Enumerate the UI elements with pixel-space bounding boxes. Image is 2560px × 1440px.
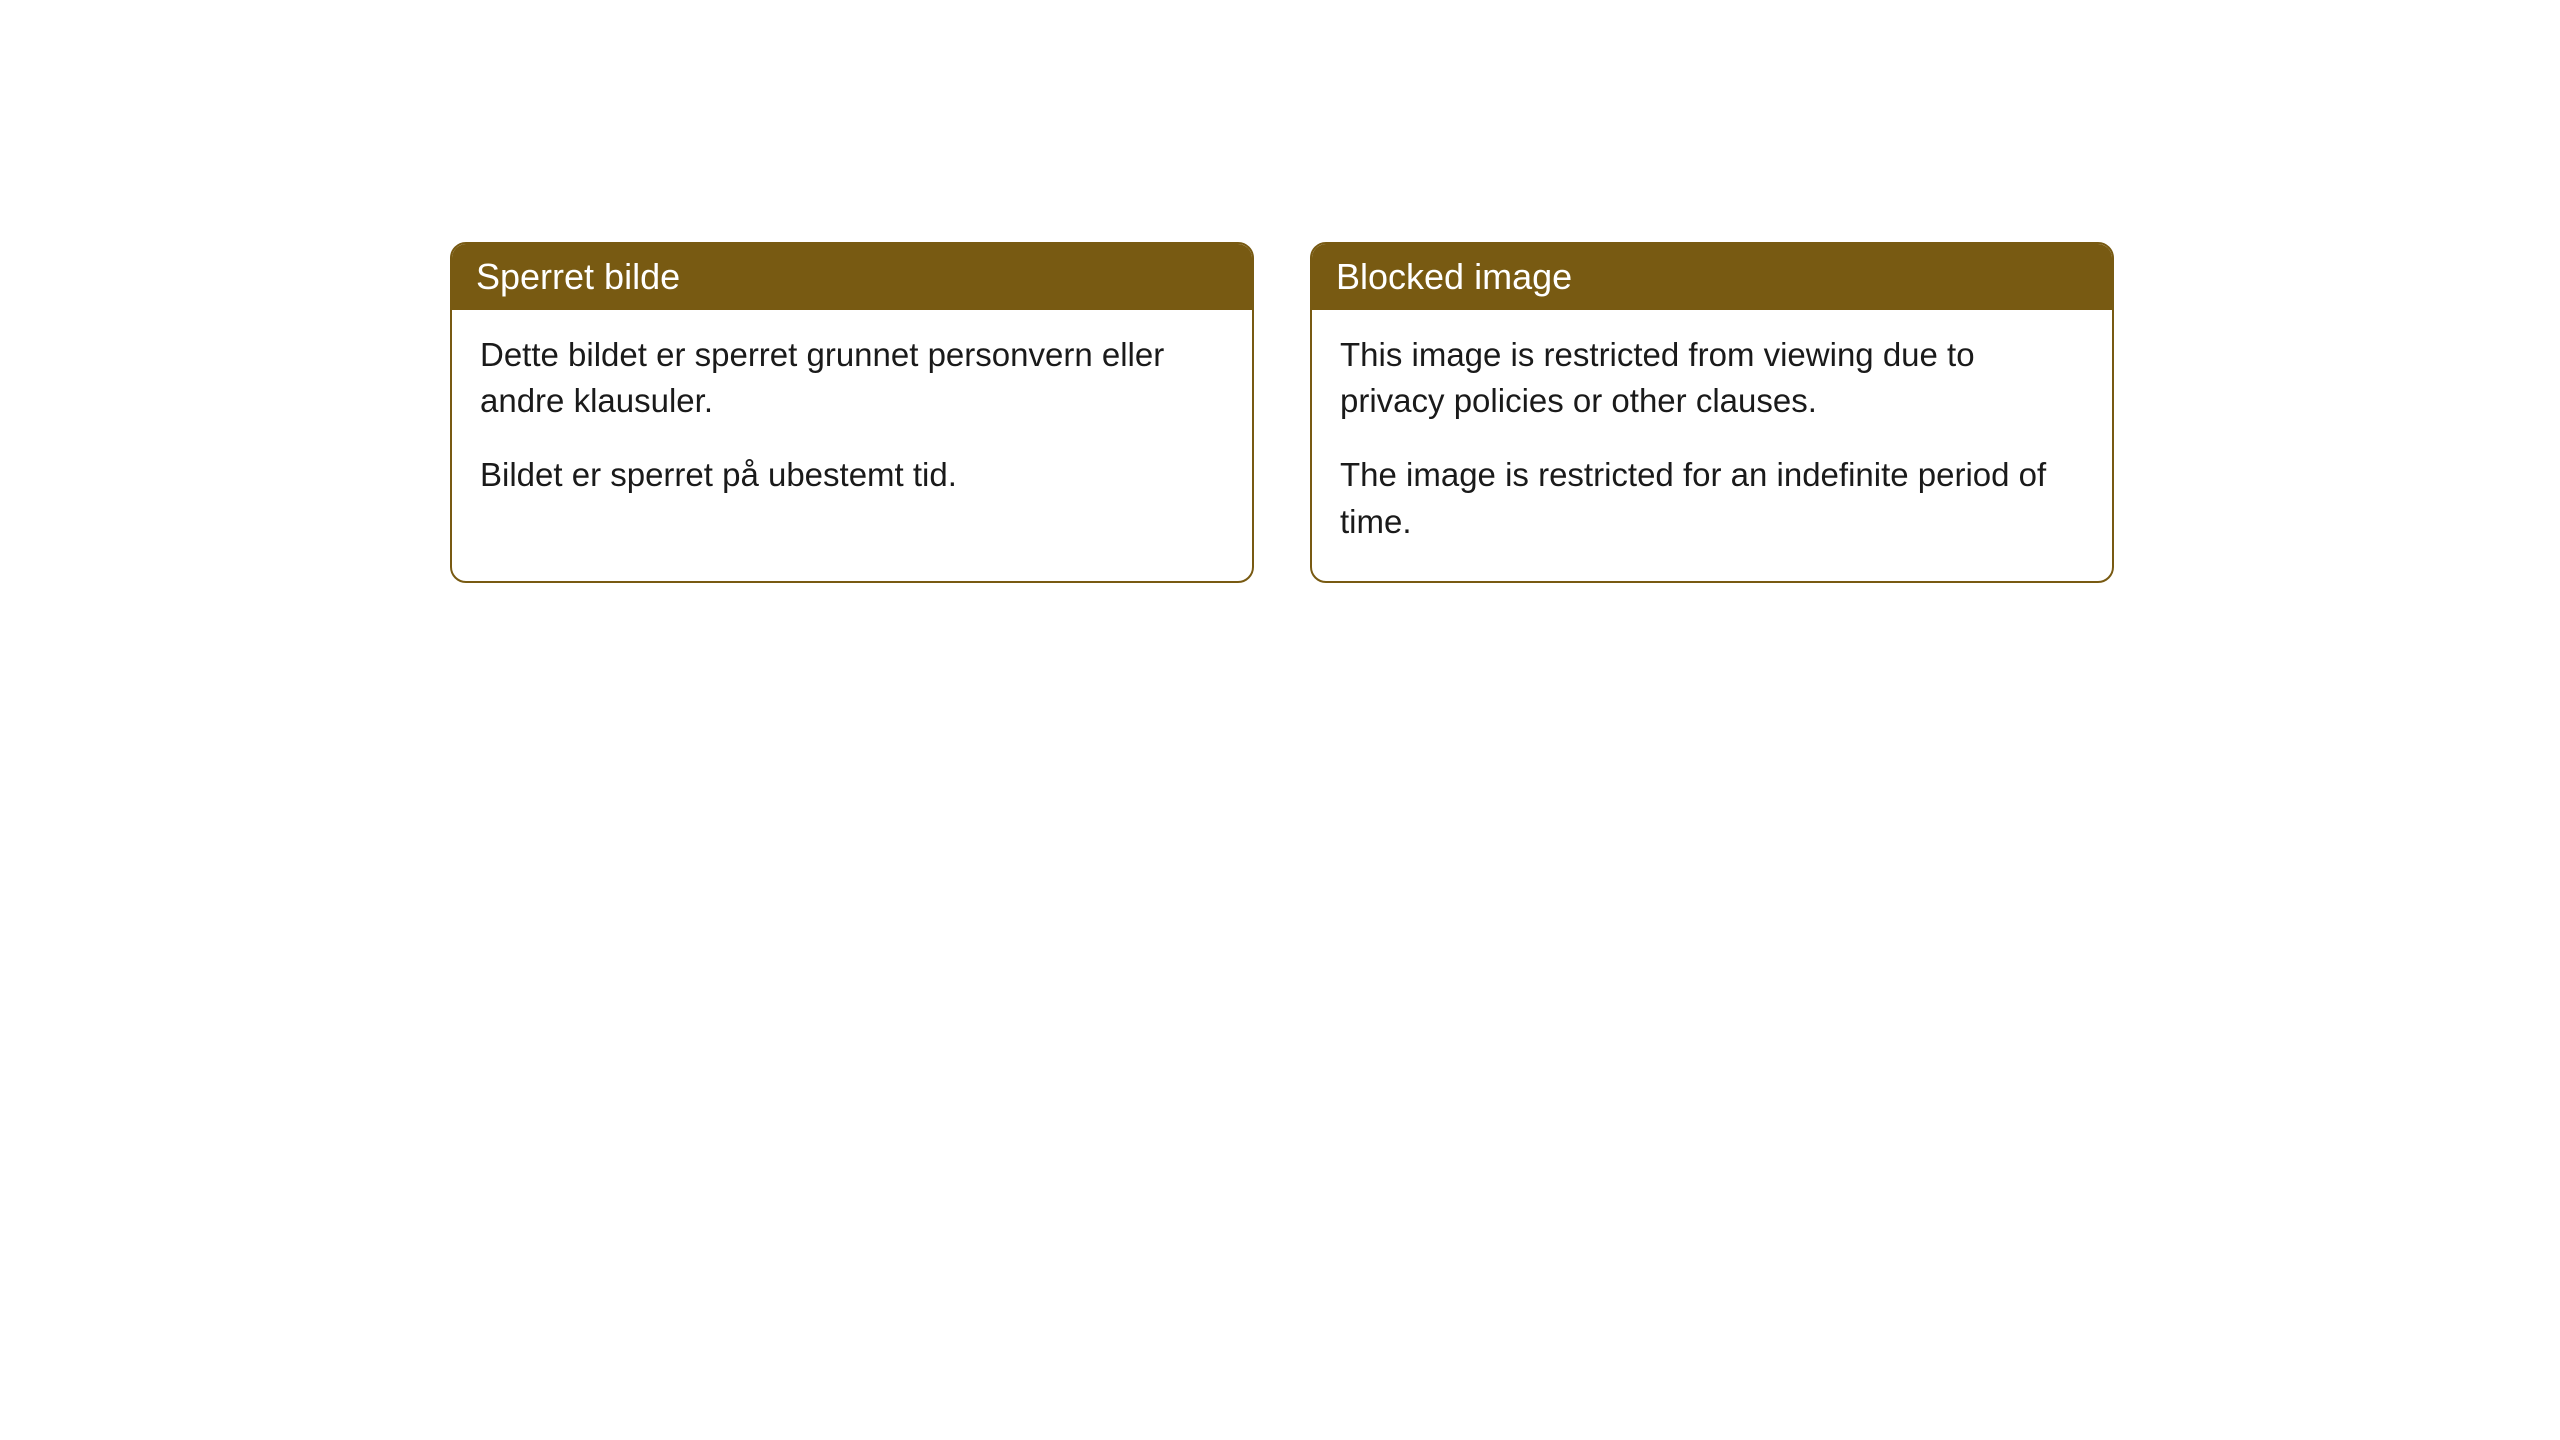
card-header-norwegian: Sperret bilde <box>452 244 1252 310</box>
card-paragraph-2-norwegian: Bildet er sperret på ubestemt tid. <box>480 452 1224 498</box>
card-body-english: This image is restricted from viewing du… <box>1312 310 2112 581</box>
card-paragraph-1-norwegian: Dette bildet er sperret grunnet personve… <box>480 332 1224 424</box>
card-paragraph-1-english: This image is restricted from viewing du… <box>1340 332 2084 424</box>
card-header-english: Blocked image <box>1312 244 2112 310</box>
card-title-norwegian: Sperret bilde <box>476 256 680 297</box>
blocked-image-card-english: Blocked image This image is restricted f… <box>1310 242 2114 583</box>
blocked-image-card-norwegian: Sperret bilde Dette bildet er sperret gr… <box>450 242 1254 583</box>
card-title-english: Blocked image <box>1336 256 1572 297</box>
card-body-norwegian: Dette bildet er sperret grunnet personve… <box>452 310 1252 535</box>
card-paragraph-2-english: The image is restricted for an indefinit… <box>1340 452 2084 544</box>
notice-cards-container: Sperret bilde Dette bildet er sperret gr… <box>450 242 2114 583</box>
